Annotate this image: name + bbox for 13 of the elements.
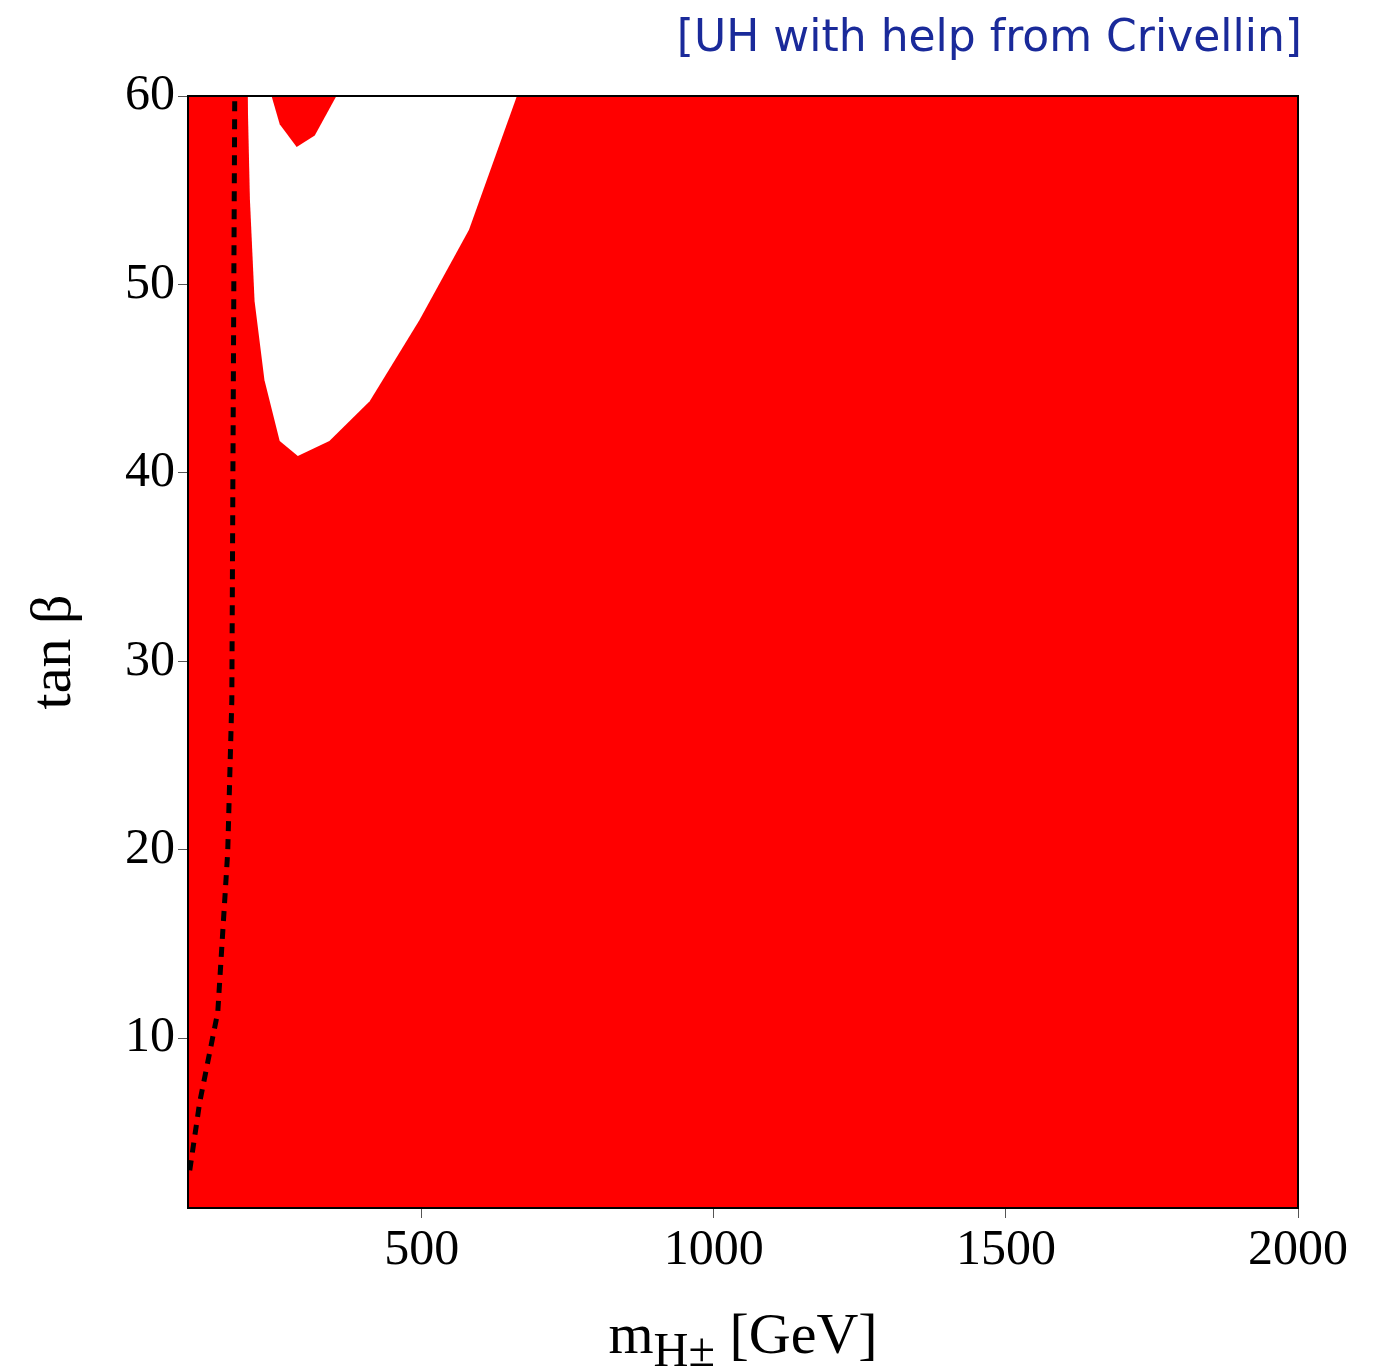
y-axis-title: tan β — [16, 594, 84, 710]
x-tick-label: 2000 — [1248, 1219, 1348, 1276]
y-tick-label: 10 — [125, 1006, 175, 1063]
y-tick-label: 50 — [125, 252, 175, 309]
x-tick-label: 1500 — [955, 1219, 1056, 1276]
y-tick-label: 20 — [125, 818, 175, 875]
x-axis-title: m$_{H±}$ [GeV] — [608, 1300, 878, 1369]
x-tick-label: 1000 — [663, 1219, 764, 1276]
y-tick-label: 40 — [125, 441, 175, 498]
text: [UH with help from Crivellin] — [676, 10, 1302, 61]
y-tick-label: 30 — [125, 629, 175, 686]
x-tick-label: 500 — [384, 1219, 460, 1276]
y-tick-label: 60 — [125, 64, 175, 121]
